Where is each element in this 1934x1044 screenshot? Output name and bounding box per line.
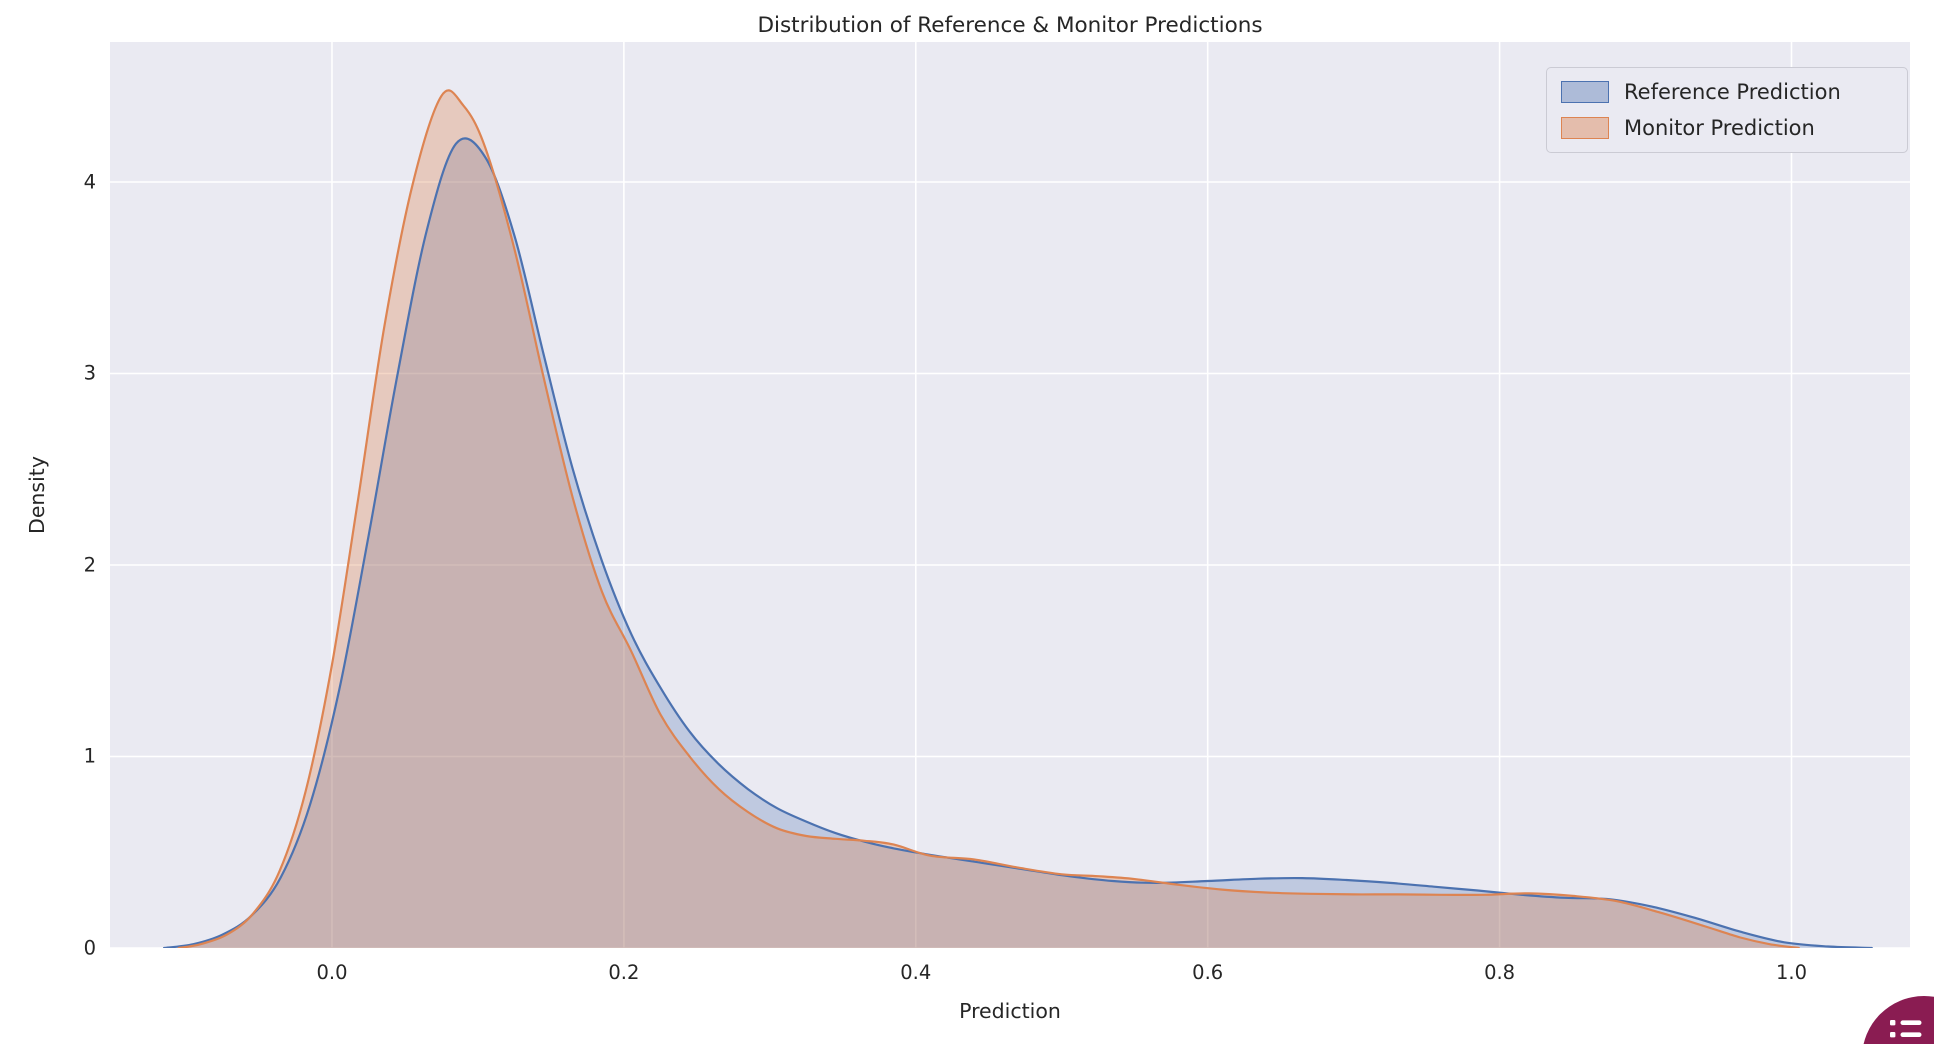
kde-area-monitor-prediction xyxy=(178,90,1799,948)
legend-item-monitor: Monitor Prediction xyxy=(1561,115,1893,141)
chart-title: Distribution of Reference & Monitor Pred… xyxy=(757,13,1263,38)
legend-item-reference: Reference Prediction xyxy=(1561,79,1893,105)
y-tick-1: 1 xyxy=(83,744,96,768)
kde-area-reference-prediction xyxy=(164,138,1872,948)
list-icon xyxy=(1890,1020,1922,1038)
legend-label-monitor: Monitor Prediction xyxy=(1624,116,1815,140)
y-axis-label: Density xyxy=(25,456,49,534)
y-tick-2: 2 xyxy=(83,553,96,577)
legend: Reference Prediction Monitor Prediction xyxy=(1546,67,1908,153)
x-tick-0.8: 0.8 xyxy=(1484,961,1516,984)
x-tick-0.0: 0.0 xyxy=(316,961,348,984)
y-tick-3: 3 xyxy=(83,361,96,385)
x-axis-label: Prediction xyxy=(959,999,1061,1023)
floating-list-button[interactable] xyxy=(1862,996,1934,1044)
x-tick-0.6: 0.6 xyxy=(1192,961,1224,984)
reference-prediction-swatch xyxy=(1561,81,1609,103)
kde-line-monitor-prediction xyxy=(177,89,1800,948)
x-tick-0.2: 0.2 xyxy=(608,961,640,984)
monitor-prediction-swatch xyxy=(1561,117,1609,139)
x-tick-1.0: 1.0 xyxy=(1775,961,1807,984)
y-tick-0: 0 xyxy=(83,936,96,960)
x-tick-0.4: 0.4 xyxy=(900,961,932,984)
y-tick-4: 4 xyxy=(83,170,96,194)
legend-label-reference: Reference Prediction xyxy=(1624,80,1841,104)
